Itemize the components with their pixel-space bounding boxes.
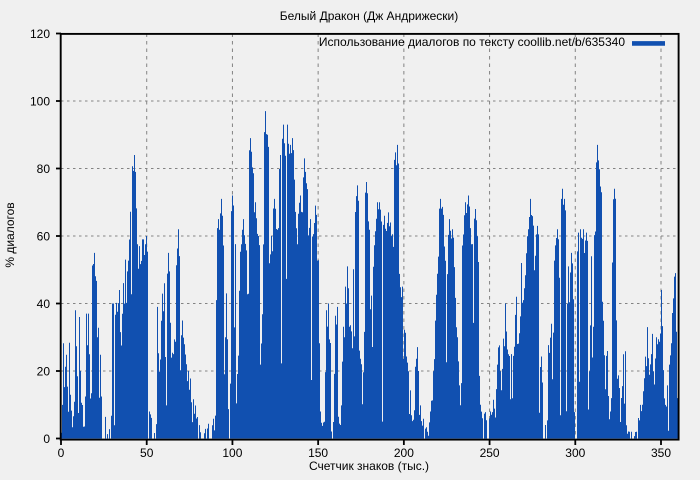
svg-text:250: 250 [480, 446, 500, 460]
svg-text:0: 0 [43, 432, 50, 446]
svg-text:150: 150 [308, 446, 328, 460]
svg-text:100: 100 [30, 94, 50, 108]
svg-text:0: 0 [58, 446, 65, 460]
svg-text:40: 40 [37, 297, 51, 311]
svg-text:100: 100 [222, 446, 242, 460]
svg-text:Использование диалогов по текс: Использование диалогов по тексту coollib… [319, 35, 625, 49]
svg-text:300: 300 [565, 446, 585, 460]
svg-text:Белый Дракон (Дж Андрижески): Белый Дракон (Дж Андрижески) [280, 9, 458, 23]
svg-text:50: 50 [140, 446, 154, 460]
svg-text:120: 120 [30, 27, 50, 41]
svg-text:20: 20 [37, 364, 51, 378]
svg-text:350: 350 [651, 446, 671, 460]
svg-text:80: 80 [37, 162, 51, 176]
svg-text:60: 60 [37, 229, 51, 243]
svg-text:Счетчик знаков (тыс.): Счетчик знаков (тыс.) [309, 459, 429, 473]
svg-text:200: 200 [394, 446, 414, 460]
svg-text:% диалогов: % диалогов [3, 202, 17, 267]
